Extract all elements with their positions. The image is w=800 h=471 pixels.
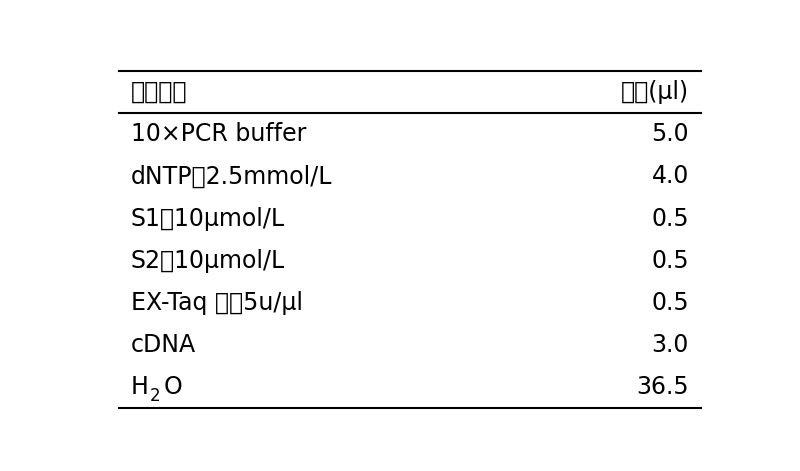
Text: H: H	[131, 375, 149, 399]
Text: EX-Taq 酶，5u/μl: EX-Taq 酶，5u/μl	[131, 291, 303, 315]
Text: 0.5: 0.5	[651, 291, 689, 315]
Text: 体积(μl): 体积(μl)	[621, 80, 689, 104]
Text: 反应成份: 反应成份	[131, 80, 187, 104]
Text: S1，10μmol/L: S1，10μmol/L	[131, 207, 285, 231]
Text: 4.0: 4.0	[652, 164, 689, 188]
Text: 0.5: 0.5	[651, 207, 689, 231]
Text: 0.5: 0.5	[651, 249, 689, 273]
Text: O: O	[163, 375, 182, 399]
Text: 10×PCR buffer: 10×PCR buffer	[131, 122, 306, 146]
Text: cDNA: cDNA	[131, 333, 196, 357]
Text: 3.0: 3.0	[652, 333, 689, 357]
Text: S2，10μmol/L: S2，10μmol/L	[131, 249, 286, 273]
Text: 2: 2	[150, 387, 160, 406]
Text: dNTP，2.5mmol/L: dNTP，2.5mmol/L	[131, 164, 333, 188]
Text: 5.0: 5.0	[651, 122, 689, 146]
Text: 36.5: 36.5	[636, 375, 689, 399]
